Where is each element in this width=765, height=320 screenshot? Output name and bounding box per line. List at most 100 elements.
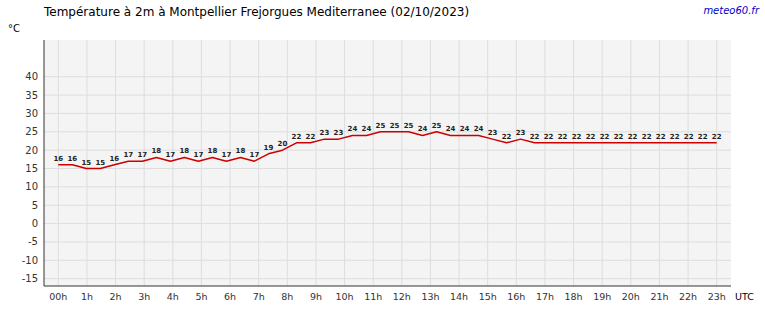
data-label: 18 bbox=[151, 147, 161, 155]
data-label: 24 bbox=[418, 125, 428, 133]
data-label: 20 bbox=[278, 140, 288, 148]
x-grid-line bbox=[287, 40, 288, 286]
y-axis-label: °C bbox=[8, 23, 20, 34]
chart: -15-10-5051015202530354000h1h2h3h4h5h6h7… bbox=[0, 0, 765, 320]
y-tick-label: 10 bbox=[25, 181, 38, 192]
data-label: 15 bbox=[81, 159, 91, 167]
data-label: 22 bbox=[600, 133, 610, 141]
data-label: 22 bbox=[502, 133, 512, 141]
y-grid-line bbox=[44, 76, 731, 77]
data-label: 22 bbox=[614, 133, 624, 141]
data-label: 23 bbox=[320, 129, 330, 137]
x-tick-label: 4h bbox=[167, 291, 179, 302]
x-tick-label: 11h bbox=[364, 291, 382, 302]
data-label: 25 bbox=[404, 122, 414, 130]
data-label: 15 bbox=[95, 159, 105, 167]
data-label: 22 bbox=[656, 133, 666, 141]
data-label: 17 bbox=[137, 151, 147, 159]
x-tick-label: 9h bbox=[310, 291, 322, 302]
x-tick-label: 6h bbox=[224, 291, 236, 302]
chart-container: -15-10-5051015202530354000h1h2h3h4h5h6h7… bbox=[0, 0, 765, 320]
x-grid-line bbox=[430, 40, 431, 286]
data-label: 18 bbox=[180, 147, 190, 155]
x-grid-line bbox=[144, 40, 145, 286]
x-grid-line bbox=[258, 40, 259, 286]
y-tick-label: 15 bbox=[25, 163, 38, 174]
data-label: 17 bbox=[222, 151, 232, 159]
data-label: 23 bbox=[334, 129, 344, 137]
data-label: 22 bbox=[530, 133, 540, 141]
y-grid-line bbox=[44, 278, 731, 279]
x-grid-line bbox=[544, 40, 545, 286]
data-label: 22 bbox=[684, 133, 694, 141]
temperature-line bbox=[58, 132, 716, 169]
data-label: 17 bbox=[194, 151, 204, 159]
data-label: 22 bbox=[558, 133, 568, 141]
y-grid-line bbox=[44, 260, 731, 261]
x-tick-label: 17h bbox=[536, 291, 554, 302]
x-grid-line bbox=[172, 40, 173, 286]
x-tick-label: 13h bbox=[421, 291, 439, 302]
data-label: 24 bbox=[474, 125, 484, 133]
x-tick-label: 8h bbox=[281, 291, 293, 302]
data-label: 23 bbox=[516, 129, 526, 137]
grid bbox=[44, 40, 731, 286]
data-label: 22 bbox=[698, 133, 708, 141]
x-grid-line bbox=[401, 40, 402, 286]
y-grid-line bbox=[44, 241, 731, 242]
data-label: 24 bbox=[446, 125, 456, 133]
y-grid-line bbox=[44, 223, 731, 224]
series bbox=[58, 132, 716, 169]
y-tick-label: 5 bbox=[32, 200, 38, 211]
x-grid-line bbox=[201, 40, 202, 286]
x-grid-line bbox=[315, 40, 316, 286]
x-tick-label: 20h bbox=[622, 291, 640, 302]
y-grid-line bbox=[44, 168, 731, 169]
x-tick-label: 16h bbox=[507, 291, 525, 302]
y-tick-label: 35 bbox=[25, 90, 38, 101]
data-label: 25 bbox=[390, 122, 400, 130]
x-grid-line bbox=[630, 40, 631, 286]
data-label: 23 bbox=[488, 129, 498, 137]
y-tick-label: 0 bbox=[32, 218, 38, 229]
x-tick-label: 19h bbox=[593, 291, 611, 302]
x-tick-label: 3h bbox=[138, 291, 150, 302]
x-grid-line bbox=[602, 40, 603, 286]
y-grid-line bbox=[44, 95, 731, 96]
data-label: 22 bbox=[586, 133, 596, 141]
x-grid-line bbox=[516, 40, 517, 286]
data-label: 24 bbox=[460, 125, 470, 133]
x-tick-label: 18h bbox=[565, 291, 583, 302]
data-label: 17 bbox=[250, 151, 260, 159]
y-tick-label: 30 bbox=[25, 108, 38, 119]
data-label: 22 bbox=[642, 133, 652, 141]
x-tick-label: 12h bbox=[393, 291, 411, 302]
x-grid-line bbox=[373, 40, 374, 286]
data-label: 19 bbox=[264, 144, 274, 152]
data-label: 16 bbox=[109, 155, 119, 163]
data-labels: 1616151516171718171817181718171920222223… bbox=[53, 122, 721, 167]
x-tick-label: 21h bbox=[650, 291, 668, 302]
y-tick-label: -5 bbox=[28, 236, 38, 247]
x-grid-line bbox=[459, 40, 460, 286]
x-grid-line bbox=[230, 40, 231, 286]
y-tick-label: 25 bbox=[25, 126, 38, 137]
x-grid-line bbox=[688, 40, 689, 286]
x-tick-label: 14h bbox=[450, 291, 468, 302]
x-grid-line bbox=[115, 40, 116, 286]
y-grid-line bbox=[44, 186, 731, 187]
y-tick-label: 40 bbox=[25, 71, 38, 82]
plot-background bbox=[44, 40, 731, 286]
data-label: 22 bbox=[670, 133, 680, 141]
data-label: 17 bbox=[166, 151, 176, 159]
x-tick-label: 7h bbox=[253, 291, 265, 302]
y-tick-label: -10 bbox=[22, 255, 38, 266]
data-label: 22 bbox=[628, 133, 638, 141]
x-axis-label: UTC bbox=[735, 291, 754, 302]
x-tick-label: 00h bbox=[49, 291, 67, 302]
data-label: 16 bbox=[67, 155, 77, 163]
y-grid-line bbox=[44, 205, 731, 206]
data-label: 22 bbox=[292, 133, 302, 141]
x-grid-line bbox=[58, 40, 59, 286]
x-grid-line bbox=[659, 40, 660, 286]
